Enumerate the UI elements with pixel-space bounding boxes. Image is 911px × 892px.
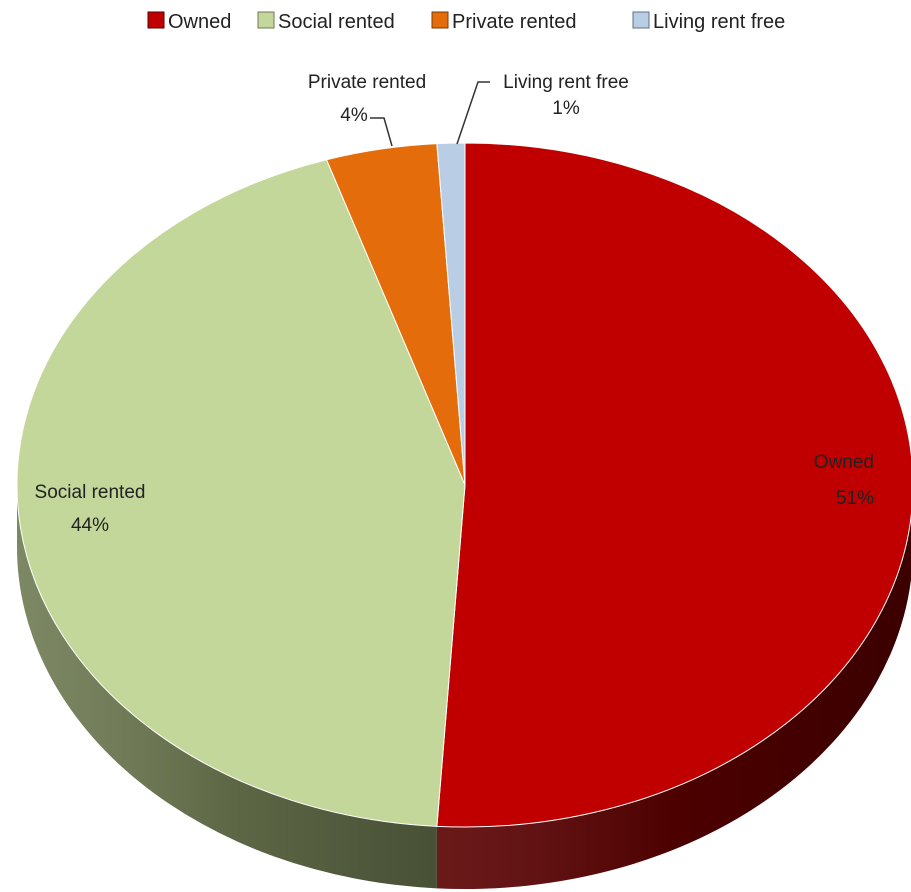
data-label-owned-value: 51% bbox=[836, 488, 874, 509]
legend-entry-living-rent-free: Living rent free bbox=[632, 11, 785, 33]
legend-entry-social-rented: Social rented bbox=[257, 11, 395, 33]
pie-side-shade-social-rented bbox=[17, 485, 437, 889]
legend-entry-owned: Owned bbox=[147, 11, 231, 33]
chart-legend: Owned Social rented Private rented Livin… bbox=[147, 11, 785, 33]
legend-label-owned: Owned bbox=[168, 11, 231, 33]
pie-slice-living-rent-free bbox=[436, 142, 466, 486]
legend-label-social-rented: Social rented bbox=[278, 11, 395, 33]
data-label-owned-name: Owned bbox=[814, 452, 874, 473]
pie-slices bbox=[16, 142, 911, 828]
data-labels: Owned 51% Social rented 44% Private rent… bbox=[35, 72, 875, 536]
legend-label-living-rent-free: Living rent free bbox=[653, 11, 785, 33]
pie-side-shade-owned bbox=[436, 516, 911, 889]
leader-line-living-rent-free bbox=[456, 81, 490, 145]
data-label-living-rent-free-value: 1% bbox=[552, 98, 580, 119]
pie-side-walls bbox=[17, 485, 911, 889]
legend-swatch-social-rented bbox=[257, 11, 275, 29]
legend-swatch-owned bbox=[147, 11, 165, 29]
pie-slice-social-rented bbox=[16, 159, 466, 827]
leader-lines bbox=[370, 81, 490, 147]
legend-entry-private-rented: Private rented bbox=[431, 11, 577, 33]
legend-label-private-rented: Private rented bbox=[452, 11, 577, 33]
data-label-private-rented-name: Private rented bbox=[308, 72, 426, 93]
data-label-social-rented-value: 44% bbox=[71, 515, 109, 536]
data-label-social-rented-name: Social rented bbox=[35, 482, 146, 503]
pie-slice-owned bbox=[436, 142, 911, 828]
legend-swatch-living-rent-free bbox=[632, 11, 650, 29]
data-label-living-rent-free-name: Living rent free bbox=[503, 72, 629, 93]
leader-line-private-rented bbox=[370, 117, 393, 147]
legend-swatch-private-rented bbox=[431, 11, 449, 29]
data-label-private-rented-value: 4% bbox=[340, 105, 368, 126]
